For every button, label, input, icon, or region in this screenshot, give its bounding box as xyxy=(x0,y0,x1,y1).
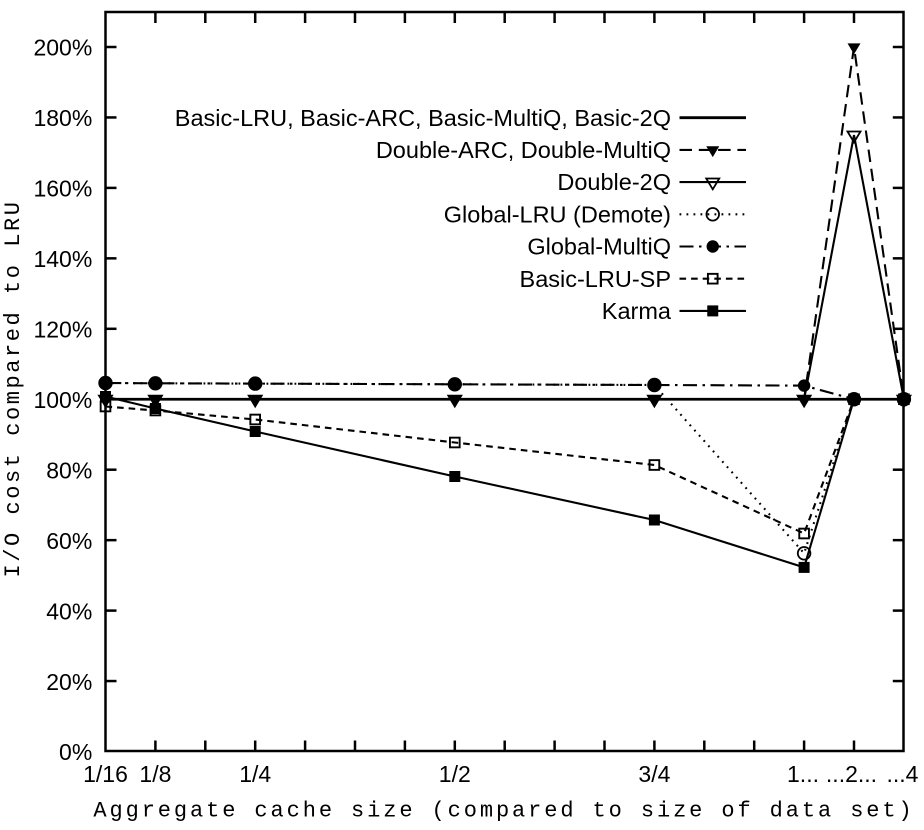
svg-text:I/O cost compared to LRU: I/O cost compared to LRU xyxy=(1,199,26,577)
svg-text:200%: 200% xyxy=(33,35,92,61)
svg-text:3/4: 3/4 xyxy=(638,761,670,787)
svg-text:1/8: 1/8 xyxy=(139,761,171,787)
svg-text:Double-ARC, Double-MultiQ: Double-ARC, Double-MultiQ xyxy=(376,137,671,163)
svg-text:100%: 100% xyxy=(33,387,92,413)
svg-text:...2...: ...2... xyxy=(826,761,877,787)
svg-text:80%: 80% xyxy=(46,457,92,483)
svg-text:Aggregate cache size (compared: Aggregate cache size (compared to size o… xyxy=(93,799,914,824)
svg-text:Double-2Q: Double-2Q xyxy=(557,169,671,195)
svg-text:...4: ...4 xyxy=(887,761,919,787)
svg-text:Karma: Karma xyxy=(602,298,672,324)
svg-text:60%: 60% xyxy=(46,528,92,554)
svg-text:160%: 160% xyxy=(33,176,92,202)
svg-text:Basic-LRU-SP: Basic-LRU-SP xyxy=(520,266,671,292)
svg-text:Basic-LRU, Basic-ARC, Basic-Mu: Basic-LRU, Basic-ARC, Basic-MultiQ, Basi… xyxy=(175,105,671,131)
svg-text:120%: 120% xyxy=(33,317,92,343)
svg-text:Global-MultiQ: Global-MultiQ xyxy=(527,234,671,260)
svg-text:1/2: 1/2 xyxy=(439,761,471,787)
svg-text:0%: 0% xyxy=(59,739,92,765)
svg-text:40%: 40% xyxy=(46,598,92,624)
svg-text:20%: 20% xyxy=(46,669,92,695)
svg-text:Global-LRU (Demote): Global-LRU (Demote) xyxy=(444,201,671,227)
svg-text:1...: 1... xyxy=(787,761,819,787)
svg-text:140%: 140% xyxy=(33,246,92,272)
svg-text:180%: 180% xyxy=(33,105,92,131)
svg-text:1/4: 1/4 xyxy=(239,761,271,787)
svg-text:1/16: 1/16 xyxy=(83,761,128,787)
